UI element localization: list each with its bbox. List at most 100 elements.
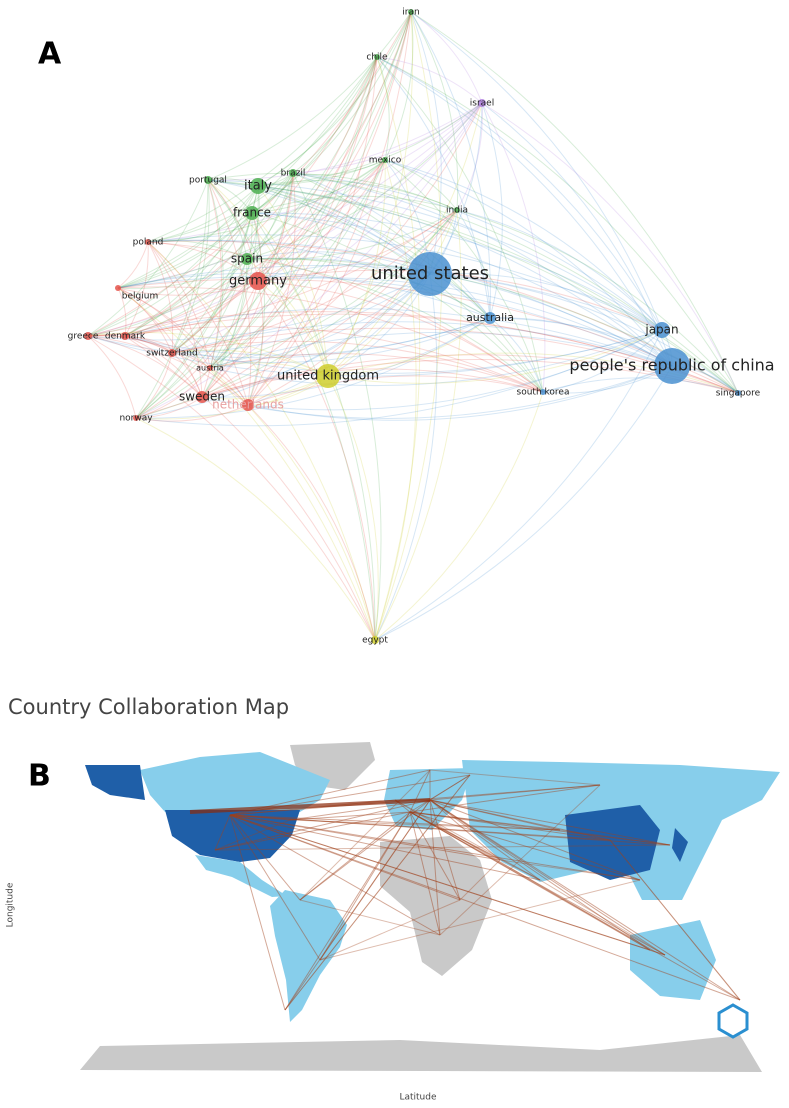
network-edge (135, 102, 483, 419)
network-edge (201, 102, 483, 398)
network-edge (327, 375, 379, 641)
collaboration-link (409, 811, 671, 846)
network-edge (246, 258, 329, 377)
network-edge (147, 241, 376, 641)
network-edge (209, 172, 294, 369)
network-edge (207, 11, 412, 181)
network-edge (410, 11, 491, 319)
network-edge (209, 331, 673, 369)
network-edge (117, 287, 127, 337)
network-edge (201, 317, 491, 398)
collaboration-link (229, 814, 561, 831)
network-edge (251, 159, 386, 214)
network-edge (251, 195, 458, 214)
collaboration-link (229, 814, 461, 901)
network-edge (292, 56, 378, 174)
node-label: india (446, 206, 468, 216)
network-edge (246, 257, 491, 319)
network-edge (292, 172, 663, 331)
collaboration-link (429, 799, 461, 901)
collaboration-link (539, 879, 666, 956)
network-edge (374, 391, 544, 641)
node-label: iran (402, 8, 419, 18)
collaboration-link (394, 799, 541, 881)
network-edge (410, 11, 663, 331)
network-edge (201, 56, 378, 398)
network-edge (171, 273, 431, 354)
network-node (245, 206, 259, 220)
network-edge (327, 317, 491, 377)
network-edge (542, 329, 663, 393)
node-label: australia (466, 311, 514, 324)
network-node (242, 399, 254, 411)
network-edge (124, 56, 378, 337)
node-label: denmark (105, 332, 146, 342)
network-edge (247, 56, 378, 406)
collaboration-link (499, 859, 641, 881)
network-edge (147, 234, 663, 331)
collaboration-link (609, 839, 741, 1001)
network-edge (257, 269, 663, 331)
network-edge (87, 317, 491, 359)
network-edge (135, 396, 203, 419)
network-edge (257, 11, 412, 187)
collaboration-link (229, 814, 741, 1001)
network-edge (209, 11, 412, 369)
network-edge (207, 179, 491, 319)
network-edge (246, 209, 458, 261)
collaboration-link (409, 811, 501, 861)
network-edge (376, 56, 544, 393)
network-edge (257, 56, 378, 282)
canada (140, 752, 330, 812)
network-edge (117, 265, 663, 331)
collaboration-link (409, 774, 471, 813)
network-edge (124, 212, 253, 337)
network-edge (207, 179, 329, 377)
network-edge (135, 317, 491, 419)
network-edge (209, 362, 329, 377)
network-edge (117, 287, 249, 406)
network-edge (257, 280, 329, 377)
network-edge (327, 329, 663, 384)
collaboration-link (429, 799, 561, 831)
collaboration-link (214, 799, 431, 851)
network-edge (124, 335, 249, 406)
network-edge (147, 239, 491, 319)
network-edge (147, 241, 211, 369)
network-edge (246, 251, 431, 275)
network-edge (209, 329, 663, 387)
network-edge (410, 11, 459, 211)
network-node (196, 391, 208, 403)
network-node (168, 349, 176, 357)
collaboration-link (459, 859, 501, 901)
network-edge (147, 212, 253, 243)
network-edge (124, 172, 294, 337)
network-edge (384, 159, 673, 367)
network-edge (87, 209, 458, 337)
network-edge (410, 11, 442, 275)
network-edge (135, 273, 431, 419)
map-title: Country Collaboration Map (8, 695, 289, 719)
node-label: norway (119, 414, 153, 424)
japan (672, 828, 688, 862)
network-edge (135, 375, 329, 420)
usa (165, 810, 300, 862)
network-edge (374, 56, 421, 641)
network-edge (147, 172, 294, 243)
network-edge (87, 11, 412, 337)
network-edge (257, 185, 491, 319)
network-edge (117, 275, 673, 367)
network-node (654, 348, 690, 384)
collaboration-links (189, 769, 741, 1011)
network-edge (384, 11, 414, 161)
collaboration-link (214, 844, 671, 851)
network-edge (456, 102, 483, 211)
network-edge (247, 365, 673, 421)
collaboration-link (299, 769, 431, 901)
network-edge (207, 179, 663, 331)
network-edge (171, 56, 378, 354)
network-edge (376, 56, 483, 104)
node-label: switzerland (146, 349, 197, 359)
network-edge (147, 241, 544, 393)
network-edge (124, 280, 259, 337)
